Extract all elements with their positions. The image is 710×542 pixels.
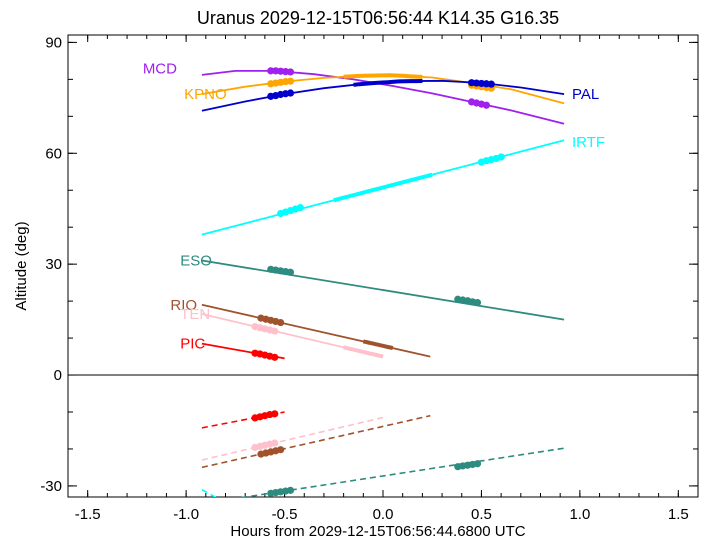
point-pic [271, 353, 279, 361]
chart-title: Uranus 2029-12-15T06:56:44 K14.35 G16.35 [197, 8, 559, 28]
site-label-mcd: MCD [143, 60, 177, 77]
site-label-kpno: KPNO [184, 86, 227, 103]
below-horizon-line-ten [201, 416, 384, 461]
point-mcd [267, 67, 275, 75]
site-label-ten: TEN [180, 306, 210, 323]
x-axis-title: Hours from 2029-12-15T06:56:44.6800 UTC [230, 523, 525, 540]
point-eso [286, 268, 295, 276]
site-label-rio: RIO [170, 297, 197, 314]
site-label-pal: PAL [572, 86, 599, 103]
point-irtf [497, 153, 505, 161]
below-horizon-point-ten [271, 439, 279, 447]
point-mcd [286, 68, 295, 76]
series-segment-rio [362, 339, 394, 351]
point-mcd [482, 101, 490, 109]
below-horizon-point-pic [271, 410, 279, 418]
series-segment-irtf [333, 172, 433, 203]
x-tick-label: 1.0 [569, 506, 590, 523]
below-horizon-point-rio [277, 446, 285, 454]
x-tick-label: 1.5 [668, 506, 689, 523]
axis-ticks: -1.5 -1.0 -0.5 0.0 0.5 1.0 1.5 -30 0 30 60 90 [40, 34, 698, 523]
below-horizon-point-eso [286, 486, 295, 494]
point-irtf [296, 204, 304, 212]
below-horizon-point-eso [473, 460, 482, 468]
site-label-irtf: IRTF [572, 134, 605, 151]
y-tick-label: -30 [40, 478, 62, 495]
plot-frame [67, 34, 699, 498]
point-kpno [286, 77, 295, 85]
point-pal [487, 80, 495, 88]
y-tick-label: 0 [54, 367, 62, 384]
point-rio [277, 318, 285, 327]
x-tick-label: -0.5 [272, 506, 298, 523]
x-tick-label: -1.0 [173, 506, 199, 523]
point-pal [286, 89, 295, 97]
site-label-eso: ESO [180, 252, 212, 269]
site-label-pic: PIC [180, 336, 205, 353]
below-horizon-line-eso [240, 447, 565, 497]
series-segment-pal [353, 79, 423, 87]
point-eso [473, 298, 482, 307]
series-segment-ten [343, 345, 384, 359]
below-horizon-line-rio [201, 414, 431, 469]
series-line-eso [201, 259, 565, 321]
y-tick-label: 60 [45, 145, 62, 162]
series-segment-kpno [343, 73, 423, 79]
y-axis-title: Altitude (deg) [13, 221, 30, 310]
below-horizon-line-irtf [201, 488, 217, 497]
y-tick-label: 90 [45, 34, 62, 51]
y-tick-label: 30 [45, 256, 62, 273]
x-tick-label: 0.0 [373, 506, 394, 523]
x-tick-label: 0.5 [471, 506, 492, 523]
series-line-mcd [201, 70, 565, 125]
plot-area [68, 67, 698, 497]
x-tick-label: -1.5 [75, 506, 101, 523]
point-ten [271, 327, 279, 335]
